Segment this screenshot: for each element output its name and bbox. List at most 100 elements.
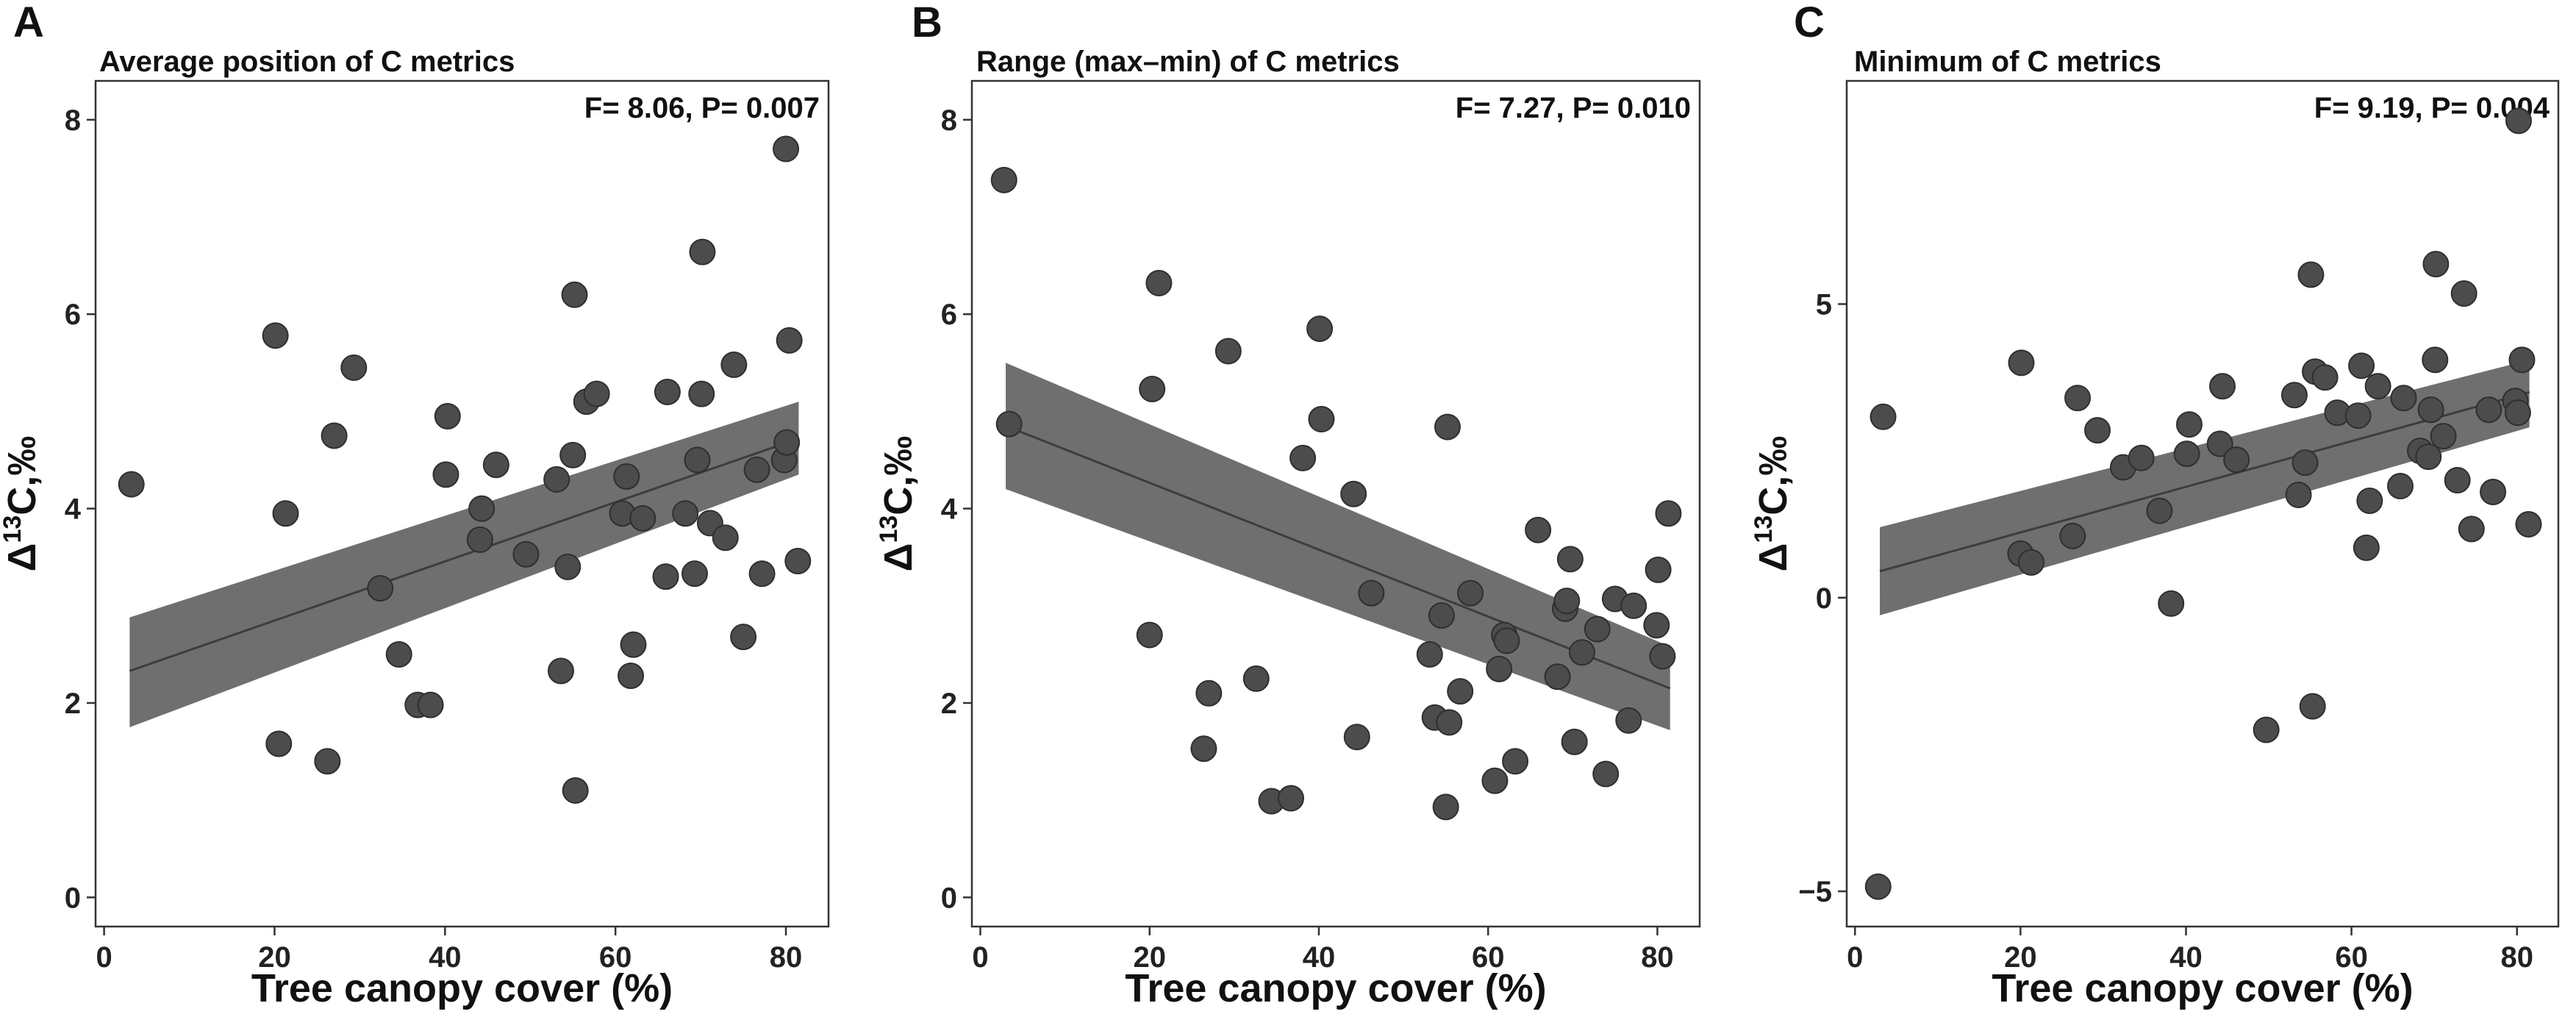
data-point — [1416, 640, 1443, 668]
x-tick-label: 60 — [1472, 941, 1505, 974]
data-point — [2280, 382, 2308, 409]
x-axis-title: Tree canopy cover (%) — [251, 966, 673, 1010]
data-point — [2253, 716, 2280, 743]
data-point — [1655, 500, 1682, 527]
data-point — [613, 463, 640, 490]
data-point — [2158, 590, 2185, 617]
data-point — [2480, 479, 2507, 506]
data-point — [620, 631, 647, 658]
data-point — [1615, 707, 1642, 734]
x-tick-label: 60 — [2335, 941, 2368, 974]
data-point — [2311, 364, 2339, 391]
data-point — [1139, 376, 1166, 403]
data-point — [2450, 280, 2477, 307]
data-point — [2387, 473, 2414, 500]
data-point — [2209, 373, 2236, 400]
data-point — [2344, 402, 2372, 429]
regression-line — [1879, 390, 2530, 573]
data-point — [2415, 443, 2442, 471]
data-point — [340, 354, 368, 381]
stat-annotation: F= 8.06, P= 0.007 — [584, 92, 820, 124]
data-point — [1306, 315, 1334, 343]
x-tick-label: 60 — [599, 941, 632, 974]
plot-marks — [990, 166, 1682, 821]
x-tick-label: 0 — [96, 941, 112, 974]
data-point — [559, 441, 587, 468]
data-point — [1645, 556, 1672, 583]
x-tick-label: 0 — [1847, 941, 1863, 974]
data-point — [2008, 349, 2035, 377]
x-tick-label: 40 — [1303, 941, 1336, 974]
data-point — [2444, 467, 2471, 494]
plot-frame — [1845, 79, 2560, 928]
y-axis-title-unit: C,‰ — [0, 436, 44, 515]
data-point — [1864, 873, 1892, 900]
data-point — [2430, 423, 2457, 450]
data-point — [1561, 728, 1588, 755]
data-point — [2505, 107, 2532, 135]
y-axis-title-superscript: 13 — [875, 515, 903, 543]
data-point — [2223, 446, 2250, 474]
regression-line — [129, 438, 799, 672]
data-point — [417, 691, 444, 718]
data-point — [2390, 385, 2417, 412]
data-point — [1643, 612, 1670, 639]
data-point — [1340, 480, 1367, 507]
panel-letter: A — [13, 0, 44, 46]
data-point — [1214, 338, 1242, 365]
data-point — [1343, 724, 1370, 751]
data-point — [712, 524, 739, 552]
data-point — [2064, 385, 2092, 412]
data-point — [2417, 396, 2444, 424]
data-point — [1277, 785, 1304, 812]
data-point — [2299, 693, 2326, 720]
data-point — [2422, 251, 2450, 278]
plot-marks — [118, 135, 812, 804]
data-point — [385, 640, 412, 668]
y-tick-label: 8 — [941, 104, 957, 137]
data-point — [561, 281, 588, 308]
data-point — [1568, 639, 1595, 666]
data-point — [1553, 588, 1581, 615]
data-point — [720, 351, 748, 378]
data-point — [773, 429, 801, 456]
data-point — [1457, 579, 1484, 607]
panel-title: Average position of C metrics — [99, 46, 515, 78]
data-point — [2059, 522, 2086, 549]
data-point — [776, 326, 803, 354]
x-tick-label: 0 — [972, 941, 988, 974]
data-point — [730, 624, 757, 651]
data-point — [1289, 444, 1317, 471]
y-tick-label: 4 — [941, 493, 958, 526]
y-axis-title: Δ13C,‰ — [875, 436, 920, 572]
data-point — [1649, 643, 1676, 670]
data-point — [543, 465, 570, 493]
tick-group: 0 20 40 60 80 0 2 4 6 8 — [65, 104, 803, 974]
y-tick-label: 5 — [1816, 288, 1832, 321]
data-point — [2348, 352, 2375, 379]
data-point — [1436, 709, 1463, 736]
plot-frame — [94, 79, 830, 928]
data-point — [2422, 346, 2449, 374]
data-point — [321, 422, 348, 449]
data-point — [262, 322, 289, 349]
data-point — [314, 748, 341, 775]
plot-marks — [1864, 107, 2542, 900]
data-point — [2353, 534, 2380, 561]
data-point — [1242, 665, 1270, 692]
y-tick-label: −5 — [1798, 876, 1832, 908]
y-tick-label: 8 — [65, 104, 81, 137]
data-point — [547, 657, 574, 685]
panel-a: A Average position of C metrics F= 8.06,… — [0, 0, 830, 1010]
data-point — [2291, 449, 2319, 477]
y-axis-title-delta: Δ — [876, 543, 920, 572]
data-point — [272, 500, 299, 527]
data-point — [2175, 411, 2203, 438]
data-point — [1481, 767, 1509, 794]
data-point — [629, 504, 656, 532]
y-tick-label: 2 — [65, 688, 81, 720]
data-point — [1434, 413, 1461, 440]
x-tick-label: 80 — [770, 941, 803, 974]
x-tick-label: 40 — [2169, 941, 2203, 974]
